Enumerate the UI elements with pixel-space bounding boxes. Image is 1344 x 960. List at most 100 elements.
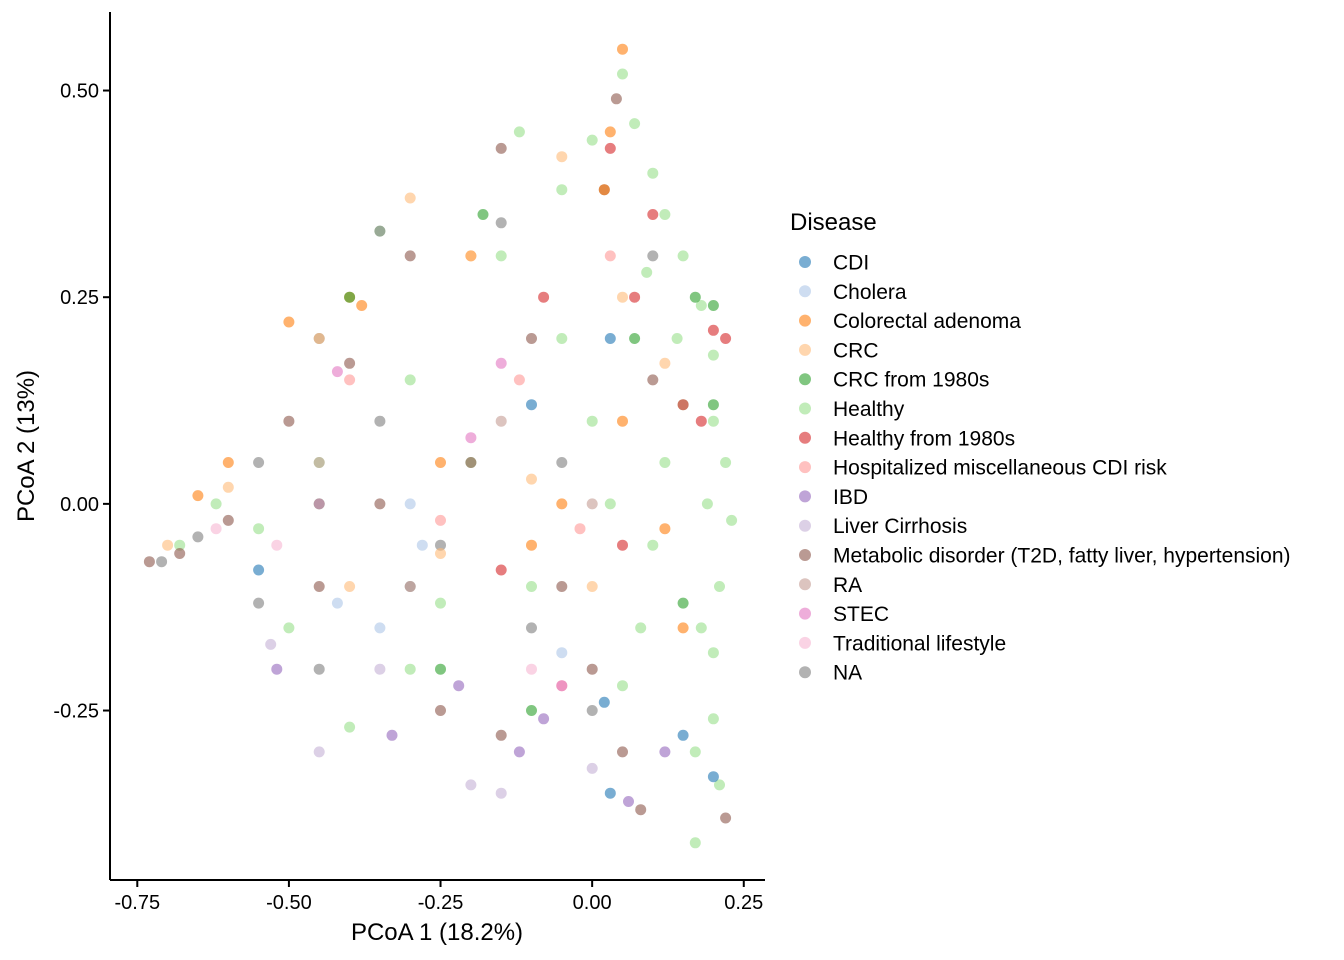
legend-label: Metabolic disorder (T2D, fatty liver, hy…	[833, 545, 1291, 568]
data-point	[495, 217, 507, 229]
data-point	[695, 622, 707, 634]
data-point	[659, 209, 671, 220]
data-point	[695, 415, 707, 427]
data-point	[556, 581, 568, 592]
data-point	[386, 729, 398, 741]
data-point	[526, 705, 537, 716]
legend-label: CRC	[833, 339, 879, 362]
data-point	[689, 837, 701, 849]
legend-item: Metabolic disorder (T2D, fatty liver, hy…	[799, 545, 1291, 568]
data-point	[538, 713, 550, 725]
legend-key	[799, 636, 811, 649]
data-point	[647, 539, 659, 551]
x-axis-title: PCoA 1 (18.2%)	[351, 919, 523, 946]
data-point	[659, 523, 671, 535]
data-point	[647, 250, 659, 262]
data-point	[356, 300, 368, 311]
data-point	[526, 539, 537, 551]
data-point	[659, 457, 671, 468]
data-point	[641, 266, 653, 278]
legend-item: Healthy from 1980s	[799, 427, 1015, 450]
data-point	[435, 548, 446, 559]
data-point	[313, 457, 325, 468]
data-point	[404, 498, 416, 510]
legend-key	[799, 343, 811, 356]
data-point	[586, 581, 598, 592]
data-point	[556, 184, 568, 196]
data-point	[495, 142, 507, 154]
legend-label: CRC from 1980s	[833, 369, 989, 392]
series-healthy	[174, 68, 738, 849]
legend-item: NA	[799, 662, 862, 685]
data-point	[707, 647, 719, 659]
data-point	[617, 680, 628, 692]
legend-key	[799, 402, 811, 415]
data-point	[331, 597, 343, 609]
data-point	[526, 333, 537, 344]
data-point	[586, 415, 598, 427]
legend-label: Colorectal adenoma	[833, 310, 1021, 333]
y-axis-ticks: 0.50 0.25 0.00 -0.25	[53, 81, 110, 723]
series-ibd	[271, 663, 671, 807]
data-point	[313, 581, 325, 592]
data-point	[714, 779, 725, 791]
data-point	[556, 680, 568, 692]
data-point	[404, 581, 416, 592]
data-point	[604, 126, 616, 138]
legend-item: IBD	[799, 486, 868, 509]
series-liver-cirrhosis	[265, 638, 598, 799]
data-point	[629, 291, 641, 303]
points-layer	[143, 43, 738, 849]
x-tick-label: -0.75	[114, 892, 160, 914]
data-point	[374, 415, 386, 427]
data-point	[623, 796, 634, 807]
data-point	[598, 696, 610, 708]
legend-item: CDI	[799, 252, 869, 275]
data-point	[629, 118, 641, 130]
data-point	[720, 333, 732, 344]
data-point	[604, 142, 616, 154]
data-point	[477, 209, 489, 220]
data-point	[556, 498, 568, 510]
legend-label: Hospitalized miscellaneous CDI risk	[833, 457, 1167, 480]
legend-label: Cholera	[833, 281, 907, 304]
data-point	[707, 771, 719, 783]
y-tick-label: 0.25	[60, 287, 99, 309]
data-point	[677, 597, 689, 609]
data-point	[617, 68, 628, 80]
legend-item: CRC	[799, 339, 879, 362]
data-point	[598, 184, 610, 196]
legend-key	[799, 461, 811, 474]
data-point	[283, 622, 295, 634]
data-point	[465, 779, 477, 791]
data-point	[283, 415, 295, 427]
data-point	[344, 581, 356, 592]
data-point	[659, 746, 671, 758]
legend-key	[799, 373, 811, 386]
series-cdi	[253, 333, 719, 799]
data-point	[556, 151, 568, 163]
data-point	[617, 539, 628, 551]
data-point	[313, 333, 325, 344]
legend-label: Traditional lifestyle	[833, 632, 1006, 655]
data-point	[635, 804, 647, 816]
data-point	[404, 663, 416, 675]
legend-key	[799, 666, 811, 679]
data-point	[156, 556, 168, 568]
data-point	[162, 539, 174, 551]
data-point	[586, 663, 598, 675]
data-point	[720, 457, 732, 468]
data-point	[689, 291, 701, 303]
data-point	[526, 399, 537, 411]
legend-key	[799, 314, 811, 327]
data-point	[604, 250, 616, 262]
data-point	[495, 357, 507, 369]
series-crc-from-1980s	[313, 209, 719, 716]
data-point	[677, 622, 689, 634]
data-point	[707, 713, 719, 725]
data-point	[174, 548, 186, 559]
data-point	[720, 812, 732, 824]
legend-label: CDI	[833, 252, 869, 275]
